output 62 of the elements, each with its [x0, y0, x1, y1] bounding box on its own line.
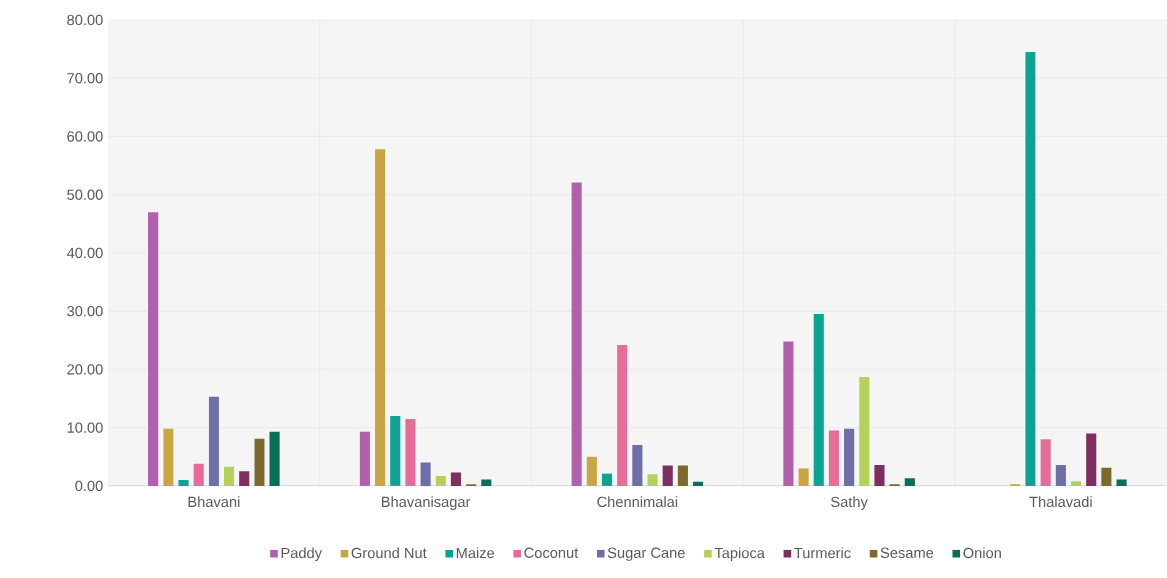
bar: [1055, 464, 1066, 486]
bar: [813, 314, 824, 486]
bar: [481, 479, 492, 486]
legend-label: Sugar Cane: [607, 547, 685, 561]
y-tick-label: 60.00: [67, 131, 103, 142]
bar: [239, 471, 250, 486]
bar: [783, 341, 794, 486]
bar: [693, 481, 704, 486]
bar: [874, 464, 885, 486]
bar: [859, 377, 870, 486]
bar: [617, 345, 628, 486]
x-tick-label: Bhavani: [188, 496, 240, 508]
y-tick-label: 10.00: [67, 422, 103, 433]
x-tick-label: Sathy: [831, 496, 868, 510]
y-tick-label: 20.00: [67, 364, 103, 375]
x-tick-label: Thalavadi: [1029, 496, 1092, 508]
bar: [844, 428, 855, 486]
bar: [1025, 52, 1036, 486]
bar: [798, 468, 809, 486]
x-tick-label: Chennimalai: [597, 496, 678, 508]
bar: [435, 476, 446, 486]
bar: [208, 396, 219, 486]
bar: [269, 431, 280, 486]
bar: [223, 466, 235, 486]
bar: [375, 149, 386, 486]
bar: [647, 474, 658, 486]
bar: [677, 465, 688, 486]
bar: [1101, 467, 1112, 486]
bar: [178, 480, 189, 486]
y-tick-label: 50.00: [67, 189, 103, 200]
legend-label: Paddy: [281, 547, 322, 562]
bar: [1070, 481, 1082, 486]
bar: [1116, 479, 1127, 486]
bar: [193, 463, 204, 486]
legend-label: Sesame: [880, 547, 934, 559]
bar: [828, 430, 839, 486]
y-tick-label: 0.00: [75, 480, 103, 492]
legend-label: Ground Nut: [351, 547, 427, 559]
bar: [450, 472, 462, 486]
legend-label: Coconut: [524, 547, 579, 559]
legend-label: Turmeric: [794, 547, 851, 559]
bar: [1086, 433, 1097, 486]
bar: [601, 473, 613, 486]
bar: [586, 456, 597, 486]
y-tick-label: 30.00: [67, 306, 103, 317]
bar: [405, 418, 416, 486]
legend-label: Onion: [963, 547, 1001, 559]
bar: [662, 465, 673, 486]
bar: [904, 478, 915, 486]
bar: [420, 462, 431, 486]
x-tick-label: Bhavanisagar: [381, 496, 471, 510]
y-tick-label: 40.00: [66, 247, 103, 259]
legend-label: Tapioca: [714, 547, 765, 562]
bar: [390, 416, 401, 486]
legend-label: Maize: [456, 547, 495, 559]
y-tick-label: 70.00: [67, 73, 103, 84]
bar: [359, 431, 370, 486]
bar: [571, 182, 582, 486]
y-tick-label: 80.00: [67, 14, 103, 26]
bar: [632, 445, 643, 486]
bar: [1040, 439, 1051, 486]
bar: [148, 212, 159, 486]
